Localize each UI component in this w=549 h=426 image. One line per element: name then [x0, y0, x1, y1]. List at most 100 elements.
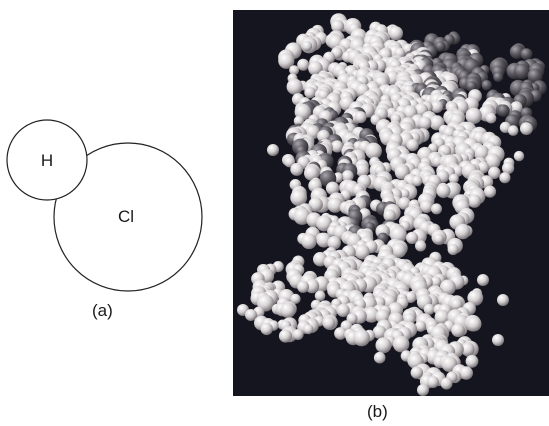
dark-atom-sphere	[435, 41, 446, 52]
panel-a-hcl-molecule: H Cl (a)	[0, 0, 230, 426]
light-atom-sphere	[303, 324, 314, 335]
light-atom-sphere	[331, 19, 345, 33]
dark-atom-sphere	[466, 81, 477, 92]
light-atom-sphere	[417, 384, 429, 396]
light-atom-sphere	[467, 194, 482, 208]
light-atom-sphere	[460, 342, 475, 357]
light-atom-sphere	[451, 323, 465, 338]
light-atom-sphere	[448, 173, 459, 184]
light-atom-sphere	[308, 61, 323, 76]
light-atom-sphere	[455, 223, 471, 240]
hcl-diagram: H Cl	[6, 119, 203, 292]
cl-atom-circle	[53, 142, 203, 292]
light-atom-sphere	[322, 316, 336, 330]
light-atom-sphere	[467, 290, 484, 306]
light-atom-sphere	[302, 41, 313, 52]
light-atom-sphere	[466, 316, 482, 332]
light-atom-sphere	[423, 303, 435, 315]
light-atom-sphere	[331, 140, 344, 153]
protein-model-image	[237, 13, 547, 396]
light-atom-sphere	[365, 142, 382, 160]
light-atom-sphere	[372, 325, 387, 339]
light-atom-sphere	[477, 274, 489, 286]
light-atom-sphere	[434, 309, 450, 325]
light-atom-sphere	[388, 26, 403, 41]
light-atom-sphere	[465, 107, 482, 125]
caption-a: (a)	[92, 301, 113, 320]
light-atom-sphere	[492, 334, 504, 346]
h-atom-label: H	[41, 151, 53, 170]
dark-atom-sphere	[520, 48, 533, 60]
light-atom-sphere	[334, 327, 347, 340]
light-atom-sphere	[355, 163, 369, 177]
cl-atom-label: Cl	[118, 207, 134, 226]
light-atom-sphere	[410, 366, 423, 379]
light-atom-sphere	[420, 200, 433, 214]
light-atom-sphere	[507, 125, 519, 136]
light-atom-sphere	[431, 203, 442, 215]
atom-spheres	[237, 13, 547, 396]
light-atom-sphere	[354, 111, 367, 124]
light-atom-sphere	[383, 209, 396, 222]
dark-atom-sphere	[513, 63, 530, 80]
light-atom-sphere	[406, 139, 419, 152]
light-atom-sphere	[327, 197, 343, 213]
light-atom-sphere	[325, 181, 340, 195]
light-atom-sphere	[297, 58, 310, 71]
light-atom-sphere	[290, 189, 308, 207]
light-atom-sphere	[290, 293, 301, 304]
light-atom-sphere	[398, 197, 411, 210]
light-atom-sphere	[290, 162, 304, 176]
light-atom-sphere	[459, 366, 473, 380]
light-atom-sphere	[327, 236, 341, 250]
light-atom-sphere	[404, 291, 417, 304]
dark-atom-sphere	[497, 104, 510, 117]
light-atom-sphere	[415, 240, 427, 252]
light-atom-sphere	[450, 298, 463, 311]
light-atom-sphere	[473, 145, 490, 161]
light-atom-sphere	[418, 116, 432, 130]
light-atom-sphere	[499, 172, 511, 184]
light-atom-sphere	[353, 329, 370, 347]
light-atom-sphere	[293, 115, 304, 126]
light-atom-sphere	[488, 166, 501, 179]
light-atom-sphere	[497, 294, 509, 306]
light-atom-sphere	[440, 377, 453, 390]
light-atom-sphere	[465, 354, 479, 368]
dark-atom-sphere	[493, 72, 504, 83]
light-atom-sphere	[354, 244, 370, 260]
light-atom-sphere	[439, 279, 456, 296]
dark-atom-sphere	[481, 80, 492, 91]
light-atom-sphere	[411, 175, 423, 187]
light-atom-sphere	[341, 170, 354, 182]
light-atom-sphere	[297, 280, 310, 293]
light-atom-sphere	[447, 244, 459, 256]
light-atom-sphere	[436, 183, 451, 198]
light-atom-sphere	[391, 242, 407, 258]
h-atom-circle	[6, 119, 88, 201]
light-atom-sphere	[427, 376, 439, 388]
panel-b-protein-space-filling-model	[233, 10, 549, 396]
light-atom-sphere	[485, 112, 497, 124]
light-atom-sphere	[260, 322, 273, 336]
dark-atom-sphere	[509, 44, 525, 59]
light-atom-sphere	[430, 100, 443, 113]
light-atom-sphere	[245, 309, 257, 321]
dark-atom-sphere	[527, 68, 543, 84]
light-atom-sphere	[502, 162, 515, 175]
light-atom-sphere	[286, 78, 303, 95]
light-atom-sphere	[278, 52, 295, 69]
light-atom-sphere	[284, 156, 296, 168]
light-atom-sphere	[293, 208, 311, 225]
light-atom-sphere	[373, 351, 386, 364]
light-atom-sphere	[392, 335, 410, 353]
light-atom-sphere	[314, 290, 326, 302]
caption-b: (b)	[367, 402, 388, 421]
light-atom-sphere	[304, 86, 316, 99]
light-atom-sphere	[301, 233, 317, 250]
light-atom-sphere	[375, 337, 392, 354]
light-atom-sphere	[289, 65, 300, 76]
light-atom-sphere	[430, 276, 442, 288]
light-atom-sphere	[267, 144, 279, 156]
light-atom-sphere	[292, 329, 304, 340]
